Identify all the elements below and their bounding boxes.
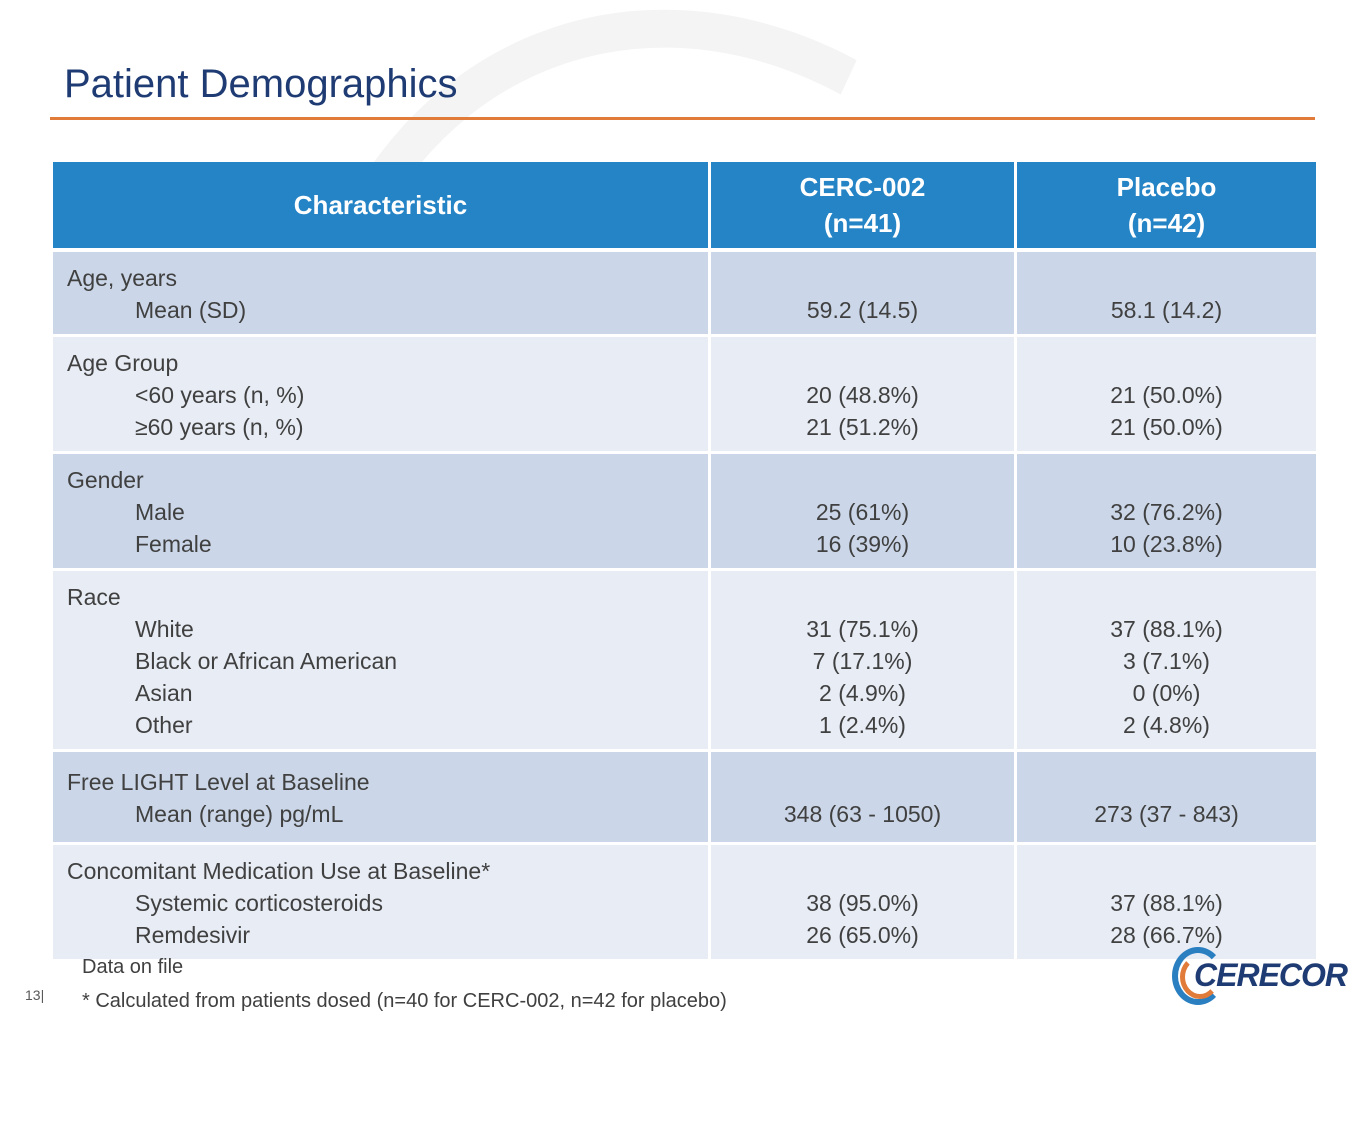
table-row-gender: Gender Male Female 25 (61%) 16 (39%) 32 … [53,454,1316,571]
placebo-cell: 37 (88.1%) 3 (7.1%) 0 (0%) 2 (4.8%) [1017,571,1316,752]
sub-label: ≥60 years (n, %) [135,414,304,440]
sub-label: White [135,616,194,642]
cerc-cell: 20 (48.8%) 21 (51.2%) [711,337,1014,454]
footnote-source: Data on file [82,956,184,978]
group-heading: Age Group [67,350,179,376]
cerc-cell: 59.2 (14.5) [711,252,1014,337]
cerc-cell: 25 (61%) 16 (39%) [711,454,1014,571]
sub-label: <60 years (n, %) [135,382,305,408]
sub-label: Mean (range) pg/mL [135,801,344,827]
footnote-note: * Calculated from patients dosed (n=40 f… [82,990,727,1012]
group-heading: Concomitant Medication Use at Baseline* [67,858,491,884]
sub-label: Female [135,531,212,557]
group-heading: Gender [67,467,144,493]
row-label-cell: Gender Male Female [53,454,708,571]
group-heading: Age, years [67,265,177,291]
logo-ring-icon [1172,947,1224,1005]
sub-label: Black or African American [135,648,398,674]
placebo-cell: 21 (50.0%) 21 (50.0%) [1017,337,1316,454]
placebo-cell: 37 (88.1%) 28 (66.7%) [1017,845,1316,962]
placebo-cell: 32 (76.2%) 10 (23.8%) [1017,454,1316,571]
placebo-cell: 58.1 (14.2) [1017,252,1316,337]
table-row-concomitant-medication: Concomitant Medication Use at Baseline* … [53,845,1316,962]
header-cerc-002: CERC-002 (n=41) [711,162,1014,252]
row-label-cell: Race White Black or African American Asi… [53,571,708,752]
page-title: Patient Demographics [64,62,458,106]
cerecor-logo: CERECOR [1170,945,1348,1009]
table-header-row: Characteristic CERC-002 (n=41) Placebo (… [53,162,1316,252]
sub-label: Asian [135,680,193,706]
logo-text: CERECOR [1194,957,1348,993]
cerc-cell: 38 (95.0%) 26 (65.0%) [711,845,1014,962]
table-row-race: Race White Black or African American Asi… [53,571,1316,752]
sub-label: Male [135,499,185,525]
header-placebo: Placebo (n=42) [1017,162,1316,252]
table-row-age-group: Age Group <60 years (n, %) ≥60 years (n,… [53,337,1316,454]
logo-swoosh-icon [1180,955,1220,999]
placebo-cell: 273 (37 - 843) [1017,752,1316,845]
table-row-age: Age, years Mean (SD) 59.2 (14.5) 58.1 (1… [53,252,1316,337]
sub-label: Mean (SD) [135,297,247,323]
table-row-free-light: Free LIGHT Level at Baseline Mean (range… [53,752,1316,845]
title-divider [50,117,1315,120]
group-heading: Free LIGHT Level at Baseline [67,769,370,795]
row-label-cell: Age, years Mean (SD) [53,252,708,337]
sub-label: Remdesivir [135,922,251,948]
sub-label: Other [135,712,193,738]
row-label-cell: Free LIGHT Level at Baseline Mean (range… [53,752,708,845]
cerc-cell: 348 (63 - 1050) [711,752,1014,845]
page-number: 13| [25,987,45,1003]
demographics-table: Characteristic CERC-002 (n=41) Placebo (… [50,162,1319,962]
group-heading: Race [67,584,121,610]
sub-label: Systemic corticosteroids [135,890,383,916]
header-characteristic: Characteristic [53,162,708,252]
row-label-cell: Concomitant Medication Use at Baseline* … [53,845,708,962]
row-label-cell: Age Group <60 years (n, %) ≥60 years (n,… [53,337,708,454]
cerc-cell: 31 (75.1%) 7 (17.1%) 2 (4.9%) 1 (2.4%) [711,571,1014,752]
